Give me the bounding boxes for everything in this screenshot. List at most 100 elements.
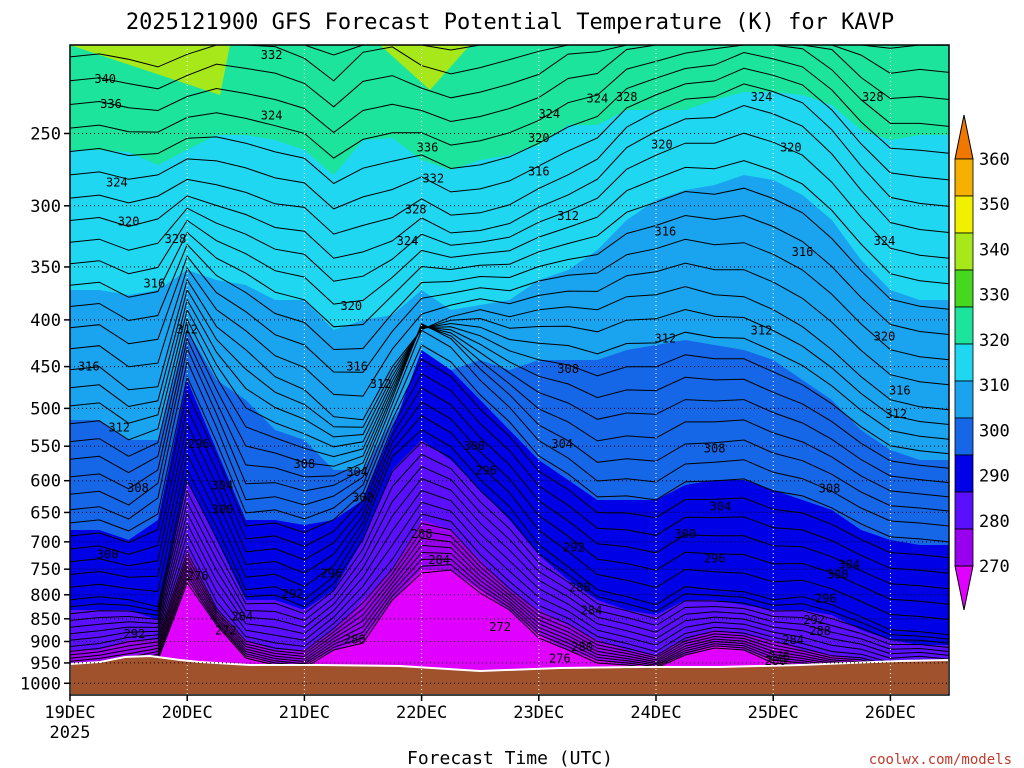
y-tick-label-850: 850 — [30, 610, 61, 630]
x-tick-label-21DEC: 21DEC — [279, 703, 330, 723]
contour-label-44: 292 — [563, 541, 585, 555]
contour-line-41 — [70, 544, 949, 670]
contour-line-9 — [70, 132, 949, 282]
y-tick-label-800: 800 — [30, 586, 61, 606]
colorbar-label-300: 300 — [979, 421, 1010, 441]
contour-line-14 — [70, 262, 949, 397]
y-tick-label-650: 650 — [30, 503, 61, 523]
y-axis: 2503003504004505005506006507007508008509… — [20, 124, 70, 694]
y-tick-label-750: 750 — [30, 560, 61, 580]
colorbar-swatch-3 — [954, 454, 974, 493]
y-tick-label-550: 550 — [30, 437, 61, 457]
contour-label-48: 276 — [549, 652, 571, 666]
contour-label-14: 300 — [212, 502, 234, 516]
contour-label-65: 284 — [782, 633, 804, 647]
contour-line-34 — [70, 477, 949, 652]
contour-label-28: 312 — [370, 377, 392, 391]
contour-label-67: 288 — [809, 624, 831, 638]
contour-line-12 — [70, 214, 949, 351]
colorbar-bottom-triangle — [954, 565, 974, 611]
colorbar-swatch-9 — [954, 232, 974, 271]
contour-line-4 — [70, 45, 949, 159]
contour-line-17 — [70, 298, 949, 440]
contour-label-20: 292 — [124, 627, 146, 641]
contour-line-28 — [70, 401, 949, 605]
terrain-fill — [70, 654, 949, 695]
colorbar-swatch-11 — [954, 158, 974, 197]
x-axis: 19DEC 20DEC 21DEC 22DEC 23DEC 24DEC 25DEC 26DEC — [44, 695, 916, 723]
contour-line-37 — [70, 513, 949, 664]
x-year-label: 2025 — [50, 723, 91, 743]
contour-label-66: 292 — [803, 613, 825, 627]
y-tick-label-250: 250 — [30, 124, 61, 144]
contour-label-52: 316 — [655, 224, 677, 238]
contour-label-50: 328 — [616, 90, 638, 104]
contour-label-30: 332 — [422, 171, 444, 185]
y-tick-label-500: 500 — [30, 399, 61, 419]
contour-label-42: 308 — [557, 362, 579, 376]
contour-line-27 — [70, 387, 949, 590]
contour-label-4: 328 — [165, 232, 187, 246]
contour-label-10: 312 — [108, 421, 130, 435]
contour-label-69: 300 — [827, 567, 849, 581]
contour-label-64: 280 — [765, 654, 787, 668]
contour-label-73: 320 — [874, 329, 896, 343]
contour-label-15: 300 — [97, 548, 119, 562]
contour-line-22 — [70, 323, 949, 512]
colorbar-swatch-2 — [954, 491, 974, 530]
contour-label-16: 276 — [187, 569, 209, 583]
contour-label-70: 296 — [815, 592, 837, 606]
contour-line-32 — [70, 453, 949, 644]
contour-label-59: 320 — [780, 141, 802, 155]
colorbar-label-350: 350 — [979, 195, 1010, 215]
contour-line-30 — [70, 429, 949, 636]
contour-line-10 — [70, 160, 949, 305]
contour-label-60: 316 — [792, 245, 814, 259]
contour-line-8 — [70, 104, 949, 259]
y-tick-label-350: 350 — [30, 258, 61, 278]
contour-label-63: 276 — [768, 650, 790, 664]
colorbar-label-330: 330 — [979, 286, 1010, 306]
y-tick-label-950: 950 — [30, 654, 61, 674]
contour-label-74: 316 — [889, 384, 911, 398]
contour-label-46: 284 — [581, 603, 603, 617]
contour-label-11: 296 — [188, 437, 210, 451]
contour-label-37: 272 — [489, 620, 511, 634]
contour-line-20 — [70, 325, 949, 484]
x-tick-label-20DEC: 20DEC — [162, 703, 213, 723]
colorbar-swatch-7 — [954, 306, 974, 345]
fill-band-4 — [70, 440, 949, 695]
warm-band-1 — [380, 45, 470, 90]
contour-line-26 — [70, 372, 949, 574]
contour-line-6 — [70, 67, 949, 210]
colorbar-label-310: 310 — [979, 376, 1010, 396]
contour-label-6: 324 — [261, 109, 283, 123]
contour-line-33 — [70, 465, 949, 648]
warm-band-0 — [70, 45, 230, 95]
contour-label-8: 312 — [176, 323, 198, 337]
contour-label-47: 280 — [571, 640, 593, 654]
colorbar-swatch-4 — [954, 417, 974, 456]
contour-line-40 — [70, 537, 949, 669]
contour-line-5 — [70, 51, 949, 185]
contour-label-58: 324 — [751, 90, 773, 104]
contour-line-1 — [70, 45, 949, 82]
contour-line-7 — [70, 83, 949, 235]
y-tick-label-700: 700 — [30, 533, 61, 553]
contour-label-54: 300 — [674, 527, 696, 541]
contour-label-9: 316 — [78, 360, 100, 374]
contour-label-62: 308 — [819, 482, 841, 496]
contour-label-12: 308 — [127, 481, 149, 495]
contour-label-24: 300 — [352, 491, 374, 505]
contour-line-11 — [70, 187, 949, 328]
contour-label-38: 324 — [538, 107, 560, 121]
y-tick-label-1000: 1000 — [20, 674, 61, 694]
x-tick-label-24DEC: 24DEC — [630, 703, 681, 723]
colorbar-label-340: 340 — [979, 240, 1010, 260]
contour-line-25 — [70, 358, 949, 559]
x-axis-title: Forecast Time (UTC) — [407, 748, 613, 768]
contour-label-0: 340 — [94, 72, 116, 86]
